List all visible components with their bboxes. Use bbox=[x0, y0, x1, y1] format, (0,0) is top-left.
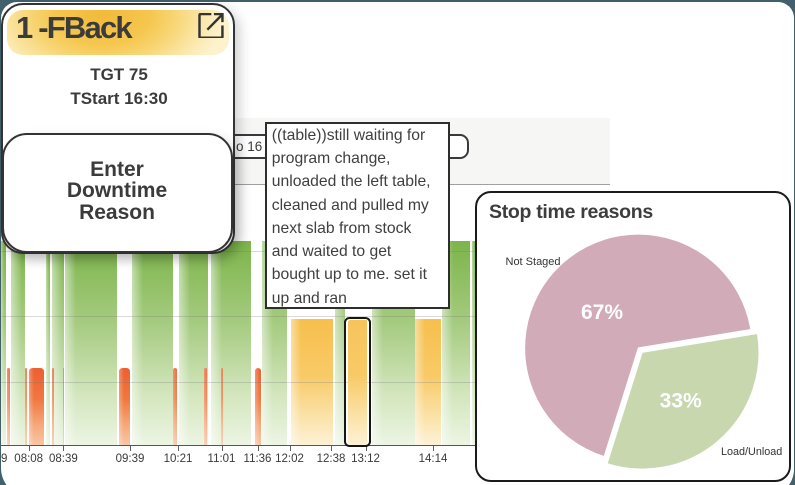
svg-text:67%: 67% bbox=[581, 301, 623, 324]
svg-text:33%: 33% bbox=[660, 390, 702, 413]
